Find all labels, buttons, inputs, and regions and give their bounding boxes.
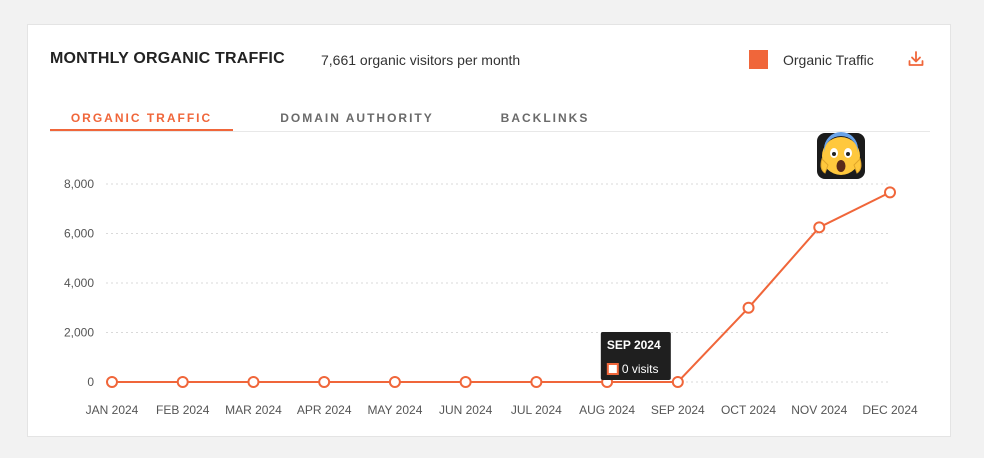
- data-point[interactable]: [530, 376, 543, 388]
- x-tick-label: AUG 2024: [579, 403, 635, 417]
- data-point[interactable]: [106, 376, 118, 388]
- x-tick-label: APR 2024: [297, 403, 352, 417]
- tooltip-swatch: [606, 363, 619, 375]
- chart-tabs: ORGANIC TRAFFIC DOMAIN AUTHORITY BACKLIN…: [50, 111, 930, 132]
- data-point[interactable]: [671, 376, 684, 388]
- data-point[interactable]: [318, 376, 331, 388]
- series-points: [106, 186, 896, 388]
- visitors-summary: 7,661 organic visitors per month: [321, 52, 521, 68]
- x-tick-label: MAY 2024: [367, 403, 422, 417]
- organic-traffic-card: MONTHLY ORGANIC TRAFFIC 7,661 organic vi…: [27, 24, 951, 437]
- x-tick-label: JUL 2024: [511, 403, 562, 417]
- x-tick-label: JUN 2024: [439, 403, 493, 417]
- x-tick-label: JAN 2024: [86, 403, 139, 417]
- y-tick-label: 0: [87, 375, 94, 389]
- chart-legend[interactable]: Organic Traffic: [749, 50, 874, 69]
- chart-title: MONTHLY ORGANIC TRAFFIC: [50, 50, 285, 67]
- legend-swatch: [749, 50, 768, 69]
- y-tick-label: 6,000: [64, 227, 94, 241]
- x-tick-label: DEC 2024: [862, 403, 918, 417]
- y-tick-label: 8,000: [64, 177, 94, 191]
- y-tick-label: 4,000: [64, 276, 94, 290]
- chart-tooltip: SEP 2024 0 visits: [600, 332, 671, 380]
- x-axis-ticks: JAN 2024 FEB 2024 MAR 2024 APR 2024 MAY 2024…: [86, 403, 918, 417]
- x-tick-label: MAR 2024: [225, 403, 282, 417]
- traffic-line-chart: 0 2,000 4,000 6,000 8,000 JAN 2024 FEB 2024 MA…: [64, 177, 918, 417]
- data-point[interactable]: [247, 376, 260, 388]
- screaming-face-emoji: [817, 132, 865, 179]
- x-tick-label: SEP 2024: [651, 403, 705, 417]
- y-axis-ticks: 0 2,000 4,000 6,000 8,000: [64, 177, 94, 389]
- data-point[interactable]: [176, 376, 189, 388]
- data-point[interactable]: [459, 376, 472, 388]
- data-point[interactable]: [388, 376, 401, 388]
- y-tick-label: 2,000: [64, 326, 94, 340]
- tab-backlinks[interactable]: BACKLINKS: [500, 111, 590, 125]
- data-point[interactable]: [884, 186, 896, 199]
- x-tick-label: OCT 2024: [721, 403, 776, 417]
- x-tick-label: FEB 2024: [156, 403, 210, 417]
- tooltip-title: SEP 2024: [607, 338, 661, 352]
- data-point[interactable]: [813, 221, 826, 234]
- series-line-organic-traffic: [112, 191, 891, 383]
- tab-organic-traffic[interactable]: ORGANIC TRAFFIC: [50, 111, 233, 131]
- tooltip-value: 0 visits: [622, 362, 659, 376]
- data-point[interactable]: [742, 301, 755, 314]
- x-tick-label: NOV 2024: [791, 403, 847, 417]
- chart-gridlines: [106, 183, 890, 383]
- download-icon[interactable]: [906, 49, 926, 69]
- legend-label: Organic Traffic: [783, 51, 874, 68]
- tab-domain-authority[interactable]: DOMAIN AUTHORITY: [280, 111, 434, 125]
